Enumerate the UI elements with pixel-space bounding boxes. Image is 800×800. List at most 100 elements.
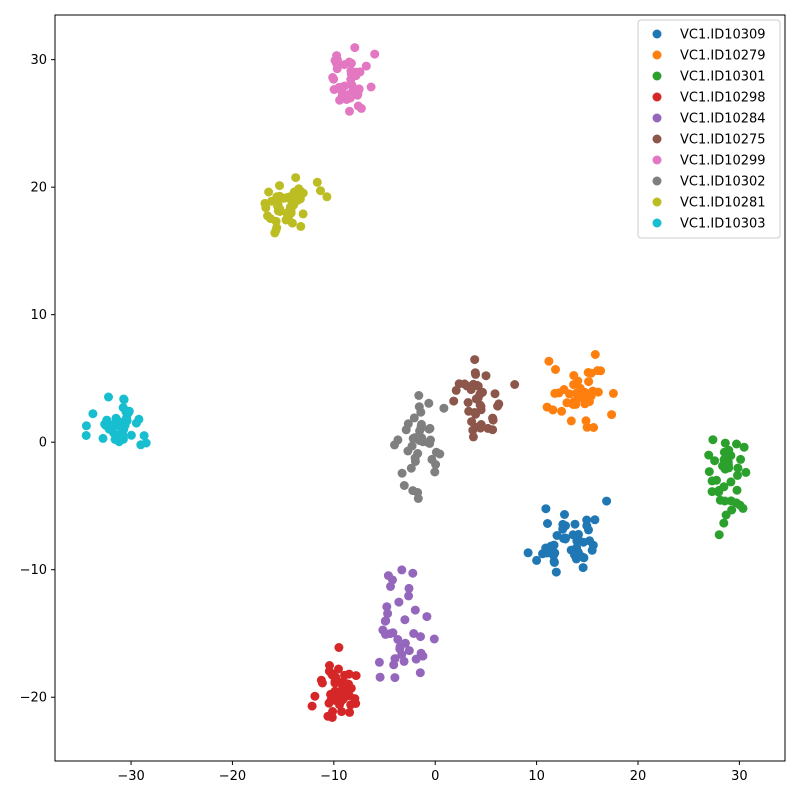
legend: VC1.ID10309 VC1.ID10279 VC1.ID10301 VC1.ID1… xyxy=(637,19,781,239)
data-point xyxy=(375,672,385,682)
data-point xyxy=(551,365,560,374)
data-point xyxy=(560,510,569,519)
data-point xyxy=(404,646,414,656)
data-point xyxy=(397,468,407,478)
data-point xyxy=(704,450,714,460)
data-point xyxy=(416,632,425,642)
data-point xyxy=(460,379,469,389)
data-point xyxy=(707,487,717,497)
legend-label: VC1.ID10281 xyxy=(680,196,766,211)
data-point xyxy=(270,228,280,238)
data-point xyxy=(119,394,129,404)
data-point xyxy=(593,366,603,376)
legend-marker xyxy=(652,176,662,186)
data-point xyxy=(383,571,393,581)
data-point xyxy=(366,82,376,92)
legend-marker xyxy=(652,71,662,81)
data-point xyxy=(584,377,594,387)
data-point xyxy=(571,399,581,409)
data-point xyxy=(399,481,409,490)
data-point xyxy=(543,519,552,528)
data-point xyxy=(122,413,132,422)
data-point xyxy=(383,609,393,619)
x-tick-label: −30 xyxy=(117,769,144,784)
legend-box xyxy=(637,19,781,239)
data-point xyxy=(401,425,411,435)
data-point xyxy=(416,421,426,431)
legend-label: VC1.ID10301 xyxy=(680,70,766,85)
x-tick-label: 0 xyxy=(431,769,439,784)
data-point xyxy=(481,371,491,381)
data-point xyxy=(336,696,346,706)
data-point xyxy=(726,496,736,506)
y-tick-label: 20 xyxy=(30,181,47,196)
x-tick-label: 30 xyxy=(731,769,748,784)
data-point xyxy=(399,656,409,666)
data-point xyxy=(532,555,542,565)
data-point xyxy=(566,416,576,426)
data-point xyxy=(548,549,558,559)
data-point xyxy=(607,410,617,420)
data-point xyxy=(332,51,342,61)
data-point xyxy=(544,356,554,366)
legend-label: VC1.ID10299 xyxy=(680,154,766,169)
legend-marker xyxy=(652,50,662,60)
data-point xyxy=(382,602,392,612)
data-point xyxy=(593,387,603,397)
x-tick-label: −10 xyxy=(320,769,347,784)
data-point xyxy=(410,457,420,466)
data-point xyxy=(351,699,361,708)
data-point xyxy=(733,463,743,473)
data-point xyxy=(273,203,283,213)
data-point xyxy=(378,625,388,635)
data-point xyxy=(418,651,428,661)
data-point xyxy=(404,591,414,601)
data-point xyxy=(736,454,746,464)
data-point xyxy=(710,456,720,466)
data-point xyxy=(488,413,498,423)
data-point xyxy=(345,93,355,103)
data-point xyxy=(316,675,326,685)
data-point xyxy=(316,186,325,196)
data-point xyxy=(589,423,599,432)
data-point xyxy=(284,210,294,220)
data-point xyxy=(413,449,423,458)
data-point xyxy=(335,95,345,105)
series-VC1.ID10309 xyxy=(523,496,612,577)
data-point xyxy=(732,439,741,449)
data-point xyxy=(726,477,736,487)
data-point xyxy=(141,438,151,448)
data-point xyxy=(355,67,365,77)
data-point xyxy=(298,209,308,219)
legend-label: VC1.ID10303 xyxy=(680,217,766,232)
data-point xyxy=(739,442,749,452)
data-point xyxy=(608,388,618,398)
x-tick-label: 10 xyxy=(528,769,545,784)
data-point xyxy=(483,423,493,433)
series-VC1.ID10275 xyxy=(449,355,520,442)
data-point xyxy=(549,540,559,550)
data-point xyxy=(704,467,714,477)
data-point xyxy=(409,629,419,638)
data-point xyxy=(104,392,113,402)
data-point xyxy=(429,634,439,644)
data-point xyxy=(558,524,568,534)
data-point xyxy=(577,552,587,562)
data-point xyxy=(490,389,500,399)
data-point xyxy=(394,597,404,607)
series-VC1.ID10299 xyxy=(328,43,380,116)
data-point xyxy=(541,504,551,514)
data-point xyxy=(463,398,473,407)
data-point xyxy=(473,393,483,403)
data-point xyxy=(467,417,477,427)
data-point xyxy=(732,485,742,495)
data-point xyxy=(560,534,570,544)
data-point xyxy=(395,644,405,654)
data-point xyxy=(327,713,337,722)
data-point xyxy=(414,402,424,412)
data-point xyxy=(712,475,721,485)
data-point xyxy=(435,449,445,459)
y-axis: −20 −10 0 10 20 30 xyxy=(20,53,55,706)
data-point xyxy=(109,428,119,438)
y-tick-label: 30 xyxy=(30,53,47,68)
